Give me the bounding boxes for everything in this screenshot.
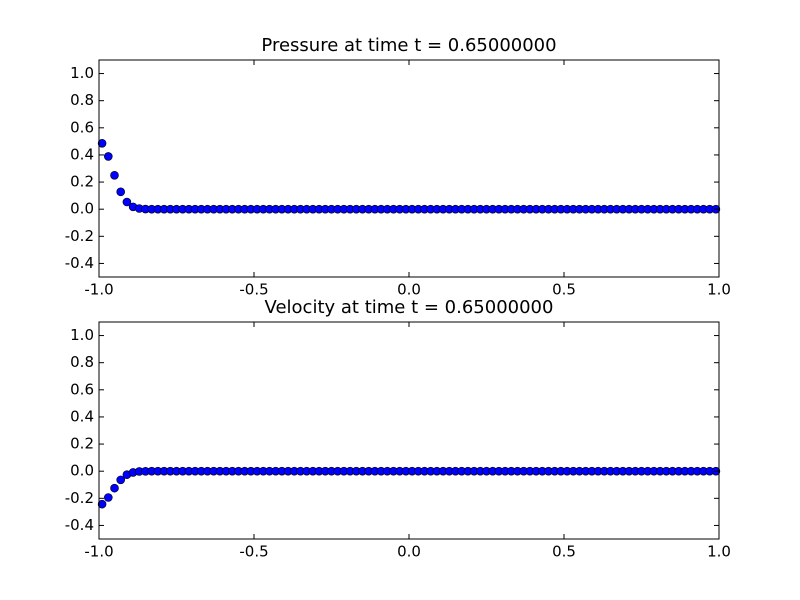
point (104, 493, 113, 502)
x-tick-label: 1.0 (707, 281, 731, 299)
x-tick-label: 1.0 (707, 543, 731, 561)
point (122, 197, 132, 207)
point (97, 138, 107, 148)
y-tick-label: 1.0 (70, 326, 94, 344)
point (116, 187, 125, 197)
x-tick-label: 0.0 (397, 543, 421, 561)
x-tick-label: -1.0 (84, 543, 113, 561)
x-tick-label: 0.0 (397, 281, 421, 299)
point (110, 170, 119, 180)
y-tick-label: 0.2 (70, 173, 94, 191)
y-tick-label: 0.0 (70, 200, 94, 218)
point (104, 152, 113, 161)
y-tick-label: 0.4 (70, 145, 94, 163)
y-tick-label: -0.2 (65, 489, 94, 507)
point (116, 475, 125, 485)
chart-title: Pressure at time t = 0.65000000 (261, 35, 556, 56)
x-tick-label: 0.5 (552, 281, 576, 299)
point (110, 483, 119, 493)
y-tick-label: 1.0 (70, 64, 94, 82)
y-tick-label: -0.4 (65, 516, 94, 534)
x-tick-label: -0.5 (239, 543, 268, 561)
y-tick-label: 0.8 (70, 91, 94, 109)
plot-area (99, 60, 719, 277)
point (97, 499, 107, 509)
axes-frame (98, 321, 720, 540)
x-tick-label: -1.0 (84, 281, 113, 299)
y-tick-label: 0.2 (70, 435, 94, 453)
y-tick-label: -0.4 (65, 254, 94, 272)
plot-area (99, 322, 719, 539)
x-tick-label: -0.5 (239, 281, 268, 299)
subplot: Velocity at time t = 0.65000000 -1.0 -0.5 0… (65, 297, 731, 561)
subplot: Pressure at time t = 0.65000000 -1.0 -0.5 0… (65, 35, 731, 299)
x-tick-label: 0.5 (552, 543, 576, 561)
y-tick-label: 0.8 (70, 353, 94, 371)
y-tick-label: 0.4 (70, 407, 94, 425)
y-tick-label: 0.6 (70, 118, 94, 136)
axes-frame (98, 59, 720, 278)
chart-title: Velocity at time t = 0.65000000 (265, 297, 554, 318)
y-tick-label: -0.2 (65, 227, 94, 245)
y-tick-label: 0.0 (70, 462, 94, 480)
y-tick-label: 0.6 (70, 380, 94, 398)
